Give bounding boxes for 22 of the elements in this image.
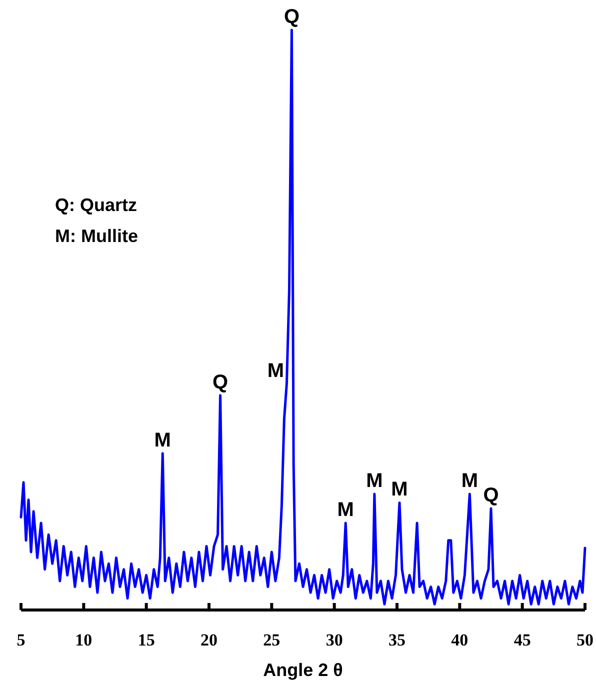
annotation: M: Mullite <box>55 226 138 246</box>
x-tick-label: 5 <box>16 630 26 650</box>
annotation: M <box>337 499 354 521</box>
annotation: Q <box>483 484 499 506</box>
annotation: Q: Quartz <box>55 195 138 215</box>
x-tick-label: 30 <box>326 630 343 650</box>
x-tick-label: 40 <box>451 630 468 650</box>
x-tick-label: 35 <box>388 630 406 650</box>
x-tick-label: 45 <box>514 630 531 650</box>
x-tick-label: 20 <box>200 630 218 650</box>
annotation: M <box>391 478 408 501</box>
x-tick-label: 25 <box>263 630 280 650</box>
x-tick-label: 50 <box>576 630 594 650</box>
x-axis-title: Angle 2 θ <box>263 660 343 680</box>
annotation: Q <box>284 6 300 28</box>
annotation: Q <box>212 371 228 394</box>
annotation: M <box>154 429 171 452</box>
x-tick-label: 15 <box>138 630 155 650</box>
annotation: M <box>366 470 383 492</box>
x-tick-label: 10 <box>75 630 92 650</box>
annotation: M <box>267 360 284 382</box>
annotation: M <box>461 470 478 492</box>
